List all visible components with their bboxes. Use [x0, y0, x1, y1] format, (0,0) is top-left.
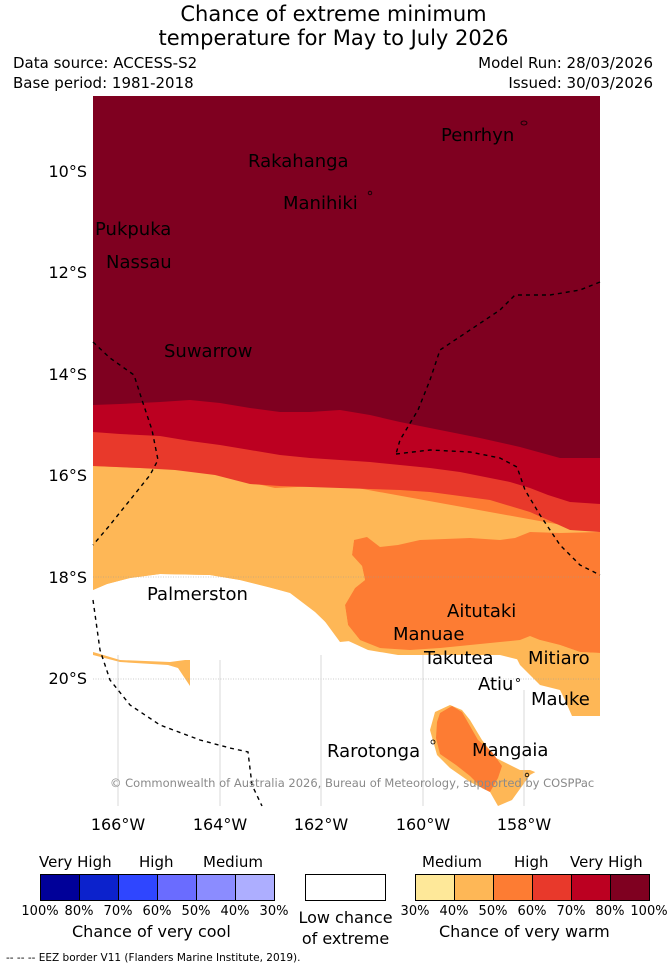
- label-mauke: Mauke: [531, 689, 590, 710]
- label-takutea: Takutea: [424, 648, 494, 669]
- label-mitiaro: Mitiaro: [528, 648, 590, 669]
- base-period: Base period: 1981-2018: [13, 74, 194, 92]
- label-mangaia: Mangaia: [472, 740, 549, 761]
- warm-swatch-4: [571, 874, 611, 901]
- warm-tick-label: 30%: [400, 904, 430, 919]
- issued-date: Issued: 30/03/2026: [508, 74, 653, 92]
- title-line-1: Chance of extreme minimum: [180, 2, 487, 26]
- lat-label-20s: 20°S: [48, 669, 87, 688]
- label-rarotonga: Rarotonga: [327, 741, 421, 762]
- cool-tick-label: 70%: [103, 904, 133, 919]
- region-50-60-mangaia: [436, 706, 502, 792]
- lat-label-14s: 14°S: [48, 365, 87, 384]
- cool-swatch-3: [157, 874, 197, 901]
- label-palmerston: Palmerston: [147, 584, 248, 605]
- warm-caption-high: High: [514, 853, 549, 871]
- warm-tick-label: 70%: [556, 904, 586, 919]
- cool-swatch-5: [235, 874, 275, 901]
- warm-tick-label: 60%: [517, 904, 547, 919]
- model-run: Model Run: 28/03/2026: [478, 54, 653, 72]
- warm-swatch-0: [415, 874, 455, 901]
- cool-swatch-1: [79, 874, 119, 901]
- neutral-legend-title-1: Low chance: [298, 908, 393, 927]
- neutral-legend-title-2: of extreme: [301, 929, 390, 948]
- warm-swatch-2: [493, 874, 533, 901]
- lon-label-160w: 160°W: [395, 815, 451, 834]
- manihiki-marker: [367, 190, 373, 196]
- label-aitutaki: Aitutaki: [447, 601, 517, 622]
- cool-caption-very-high: Very High: [39, 853, 112, 871]
- cool-caption-high: High: [139, 853, 174, 871]
- copyright-note: © Commonwealth of Australia 2026, Bureau…: [110, 776, 595, 790]
- probability-field: [93, 96, 600, 806]
- lon-label-162w: 162°W: [293, 815, 349, 834]
- data-source: Data source: ACCESS-S2: [13, 54, 198, 72]
- label-suwarrow: Suwarrow: [164, 341, 253, 362]
- warm-swatch-1: [454, 874, 494, 901]
- eez-border-north: [395, 281, 601, 455]
- title-line-2: temperature for May to July 2026: [158, 26, 509, 50]
- lon-label-166w: 166°W: [90, 815, 146, 834]
- lon-label-164w: 164°W: [192, 815, 248, 834]
- label-atiu: Atiu: [478, 674, 514, 695]
- meridians: [117, 655, 525, 806]
- label-penrhyn: Penrhyn: [441, 125, 515, 146]
- label-manuae: Manuae: [393, 624, 465, 645]
- warm-swatch-5: [610, 874, 650, 901]
- eez-footnote: -- -- -- EEZ border V11 (Flanders Marine…: [6, 952, 301, 964]
- warm-caption-very-high: Very High: [570, 853, 643, 871]
- graticule: [93, 576, 600, 680]
- lon-label-158w: 158°W: [496, 815, 552, 834]
- warm-caption-medium: Medium: [422, 853, 482, 871]
- cool-tick-label: 80%: [64, 904, 94, 919]
- forecast-map: [92, 96, 601, 807]
- lat-label-12s: 12°S: [48, 263, 87, 282]
- cool-tick-label: 50%: [181, 904, 211, 919]
- cool-legend-title: Chance of very cool: [72, 922, 231, 941]
- warm-tick-label: 100%: [630, 904, 667, 919]
- penrhyn-marker: [520, 120, 528, 126]
- warm-tick-label: 80%: [595, 904, 625, 919]
- rarotonga-marker: [430, 739, 436, 745]
- cool-tick-label: 40%: [220, 904, 250, 919]
- cool-swatch-0: [40, 874, 80, 901]
- cool-tick-label: 100%: [21, 904, 59, 919]
- region-40-50-east: [515, 640, 600, 716]
- cool-caption-medium: Medium: [203, 853, 263, 871]
- atiu-marker: [516, 678, 520, 682]
- cool-swatch-2: [118, 874, 158, 901]
- cool-swatch-4: [196, 874, 236, 901]
- lat-label-16s: 16°S: [48, 466, 87, 485]
- label-rakahanga: Rakahanga: [248, 151, 349, 172]
- label-pukapuka: Pukpuka: [95, 219, 172, 240]
- neutral-swatch: [305, 874, 386, 901]
- label-manihiki: Manihiki: [283, 193, 358, 214]
- region-low-chance-west-lens: [93, 590, 240, 660]
- warm-tick-label: 40%: [439, 904, 469, 919]
- warm-tick-label: 50%: [478, 904, 508, 919]
- lat-label-18s: 18°S: [48, 568, 87, 587]
- cool-tick-label: 30%: [259, 904, 289, 919]
- mangaia-marker: [524, 772, 530, 778]
- island-markers: [367, 120, 530, 778]
- eez-border-southwest: [92, 599, 263, 807]
- eez-border-east: [395, 449, 601, 576]
- eez-border: [92, 281, 601, 807]
- lat-label-10s: 10°S: [48, 162, 87, 181]
- region-80-100: [93, 96, 600, 458]
- label-nassau: Nassau: [106, 252, 172, 273]
- cool-tick-label: 60%: [142, 904, 172, 919]
- region-40-50-band: [93, 497, 365, 642]
- warm-legend-title: Chance of very warm: [439, 922, 610, 941]
- warm-swatch-3: [532, 874, 572, 901]
